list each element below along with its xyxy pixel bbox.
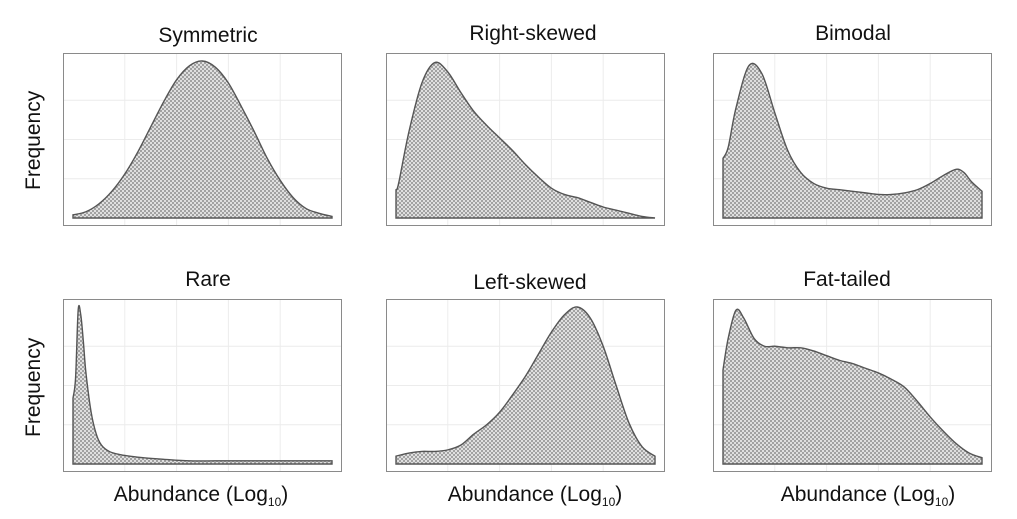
x-axis-label-right: Abundance (Log10) [780, 483, 956, 510]
density-area [722, 308, 983, 465]
panel-title-symmetric: Symmetric [158, 24, 258, 47]
density-area [395, 61, 656, 219]
panel-symmetric [63, 53, 342, 226]
panel-title-right-skewed: Right-skewed [469, 22, 597, 45]
panel-frame [63, 53, 342, 226]
grid [63, 299, 342, 472]
density-area [395, 306, 656, 465]
x-axis-label-center: Abundance (Log10) [447, 483, 623, 510]
panel-title-left-skewed: Left-skewed [473, 271, 587, 294]
panel-bimodal [713, 53, 992, 226]
panel-left-skewed [386, 299, 665, 472]
y-axis-label-bottom: Frequency [22, 337, 45, 437]
x-axis-label-left: Abundance (Log10) [113, 483, 289, 510]
panel-title-rare: Rare [185, 268, 231, 291]
panel-right-skewed [386, 53, 665, 226]
panel-rare [63, 299, 342, 472]
panel-frame [63, 299, 342, 472]
density-area [722, 62, 983, 219]
panel-fat-tailed [713, 299, 992, 472]
panel-title-bimodal: Bimodal [815, 22, 891, 45]
density-area [72, 304, 333, 465]
panel-frame [386, 299, 665, 472]
density-area [72, 60, 333, 219]
y-axis-label-top: Frequency [22, 90, 45, 190]
panel-frame [713, 53, 992, 226]
panel-frame [713, 299, 992, 472]
panel-title-fat-tailed: Fat-tailed [803, 268, 891, 291]
panel-frame [386, 53, 665, 226]
